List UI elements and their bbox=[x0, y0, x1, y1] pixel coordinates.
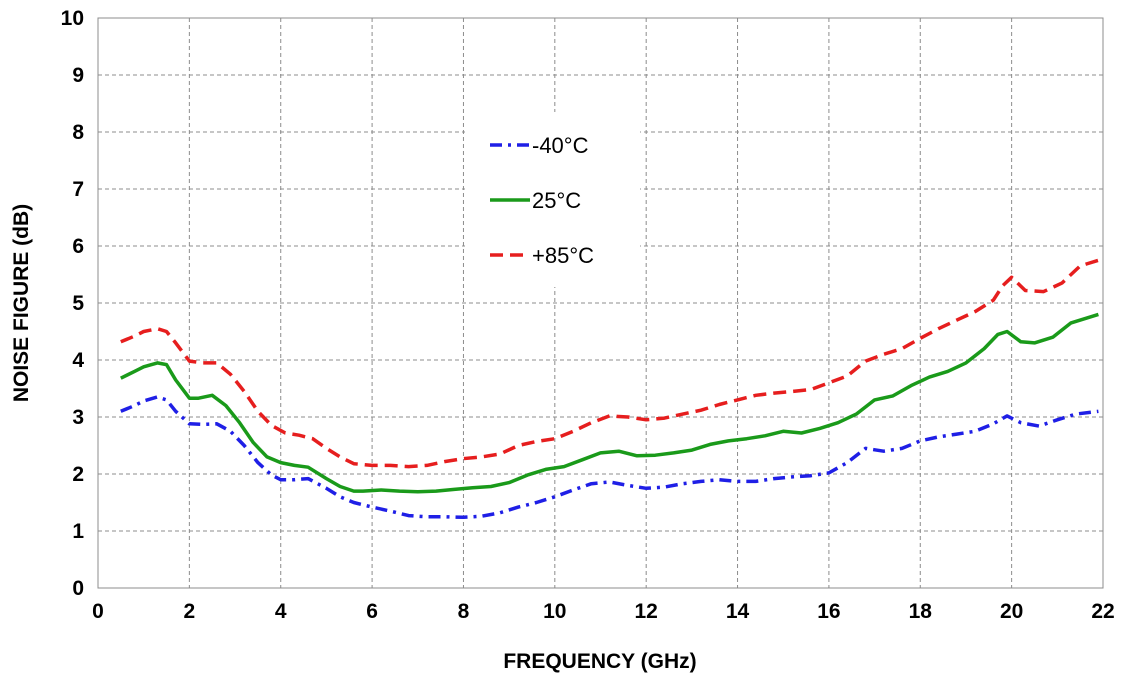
x-axis-title: FREQUENCY (GHz) bbox=[503, 650, 696, 673]
x-tick-label: 6 bbox=[366, 600, 378, 623]
x-tick-label: 14 bbox=[726, 600, 750, 623]
y-tick-label: 10 bbox=[61, 7, 84, 30]
y-tick-label: 3 bbox=[72, 406, 84, 429]
y-tick-label: 4 bbox=[72, 349, 84, 372]
y-tick-label: 9 bbox=[72, 64, 84, 87]
legend: -40°C 25°C +85°C bbox=[465, 112, 640, 287]
x-tick-label: 0 bbox=[92, 600, 104, 623]
series-line-1 bbox=[120, 312, 1099, 494]
series-line-2 bbox=[120, 258, 1099, 469]
y-tick-label: 1 bbox=[72, 520, 84, 543]
legend-label-2: +85°C bbox=[532, 243, 594, 268]
grid bbox=[98, 18, 1103, 588]
y-tick-label: 0 bbox=[72, 577, 84, 600]
x-tick-label: 8 bbox=[458, 600, 470, 623]
x-tick-label: 18 bbox=[909, 600, 933, 623]
y-axis-title: NOISE FIGURE (dB) bbox=[10, 204, 33, 402]
legend-label-1: 25°C bbox=[532, 188, 581, 213]
series-layer bbox=[120, 258, 1099, 520]
plot-area-frame bbox=[97, 17, 1104, 589]
x-tick-label: 16 bbox=[817, 600, 840, 623]
x-tick-label: 12 bbox=[635, 600, 658, 623]
y-tick-label: 7 bbox=[72, 178, 84, 201]
x-tick-label: 22 bbox=[1091, 600, 1114, 623]
legend-label-0: -40°C bbox=[532, 133, 589, 158]
x-tick-label: 2 bbox=[184, 600, 196, 623]
y-tick-label: 5 bbox=[72, 292, 84, 315]
y-tick-label: 2 bbox=[72, 463, 84, 486]
y-tick-label: 6 bbox=[72, 235, 84, 258]
y-tick-label: 8 bbox=[72, 121, 84, 144]
x-tick-label: 20 bbox=[1000, 600, 1023, 623]
x-tick-label: 4 bbox=[275, 600, 287, 623]
series-line-0 bbox=[120, 395, 1099, 520]
x-tick-label: 10 bbox=[543, 600, 566, 623]
